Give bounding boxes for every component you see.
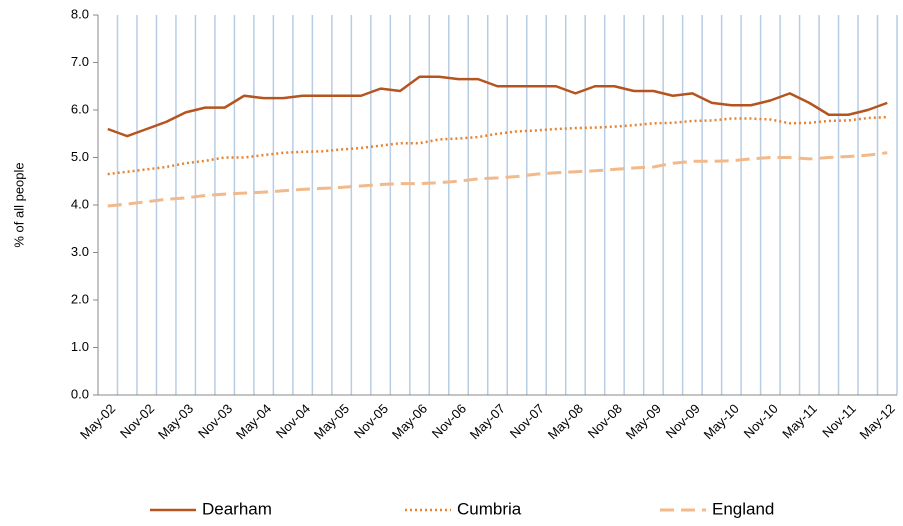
legend-label: Cumbria	[457, 499, 522, 518]
y-tick-label: 8.0	[71, 6, 89, 21]
x-tick-label: Nov-08	[585, 401, 625, 441]
x-tick-label: Nov-03	[195, 401, 235, 441]
y-tick-label: 3.0	[71, 244, 89, 259]
x-tick-label: Nov-07	[507, 401, 547, 441]
line-series	[107, 151, 888, 208]
x-tick-label: Nov-09	[663, 401, 703, 441]
x-tick-label: Nov-10	[741, 401, 781, 441]
x-tick-label: Nov-06	[429, 401, 469, 441]
x-tick-label: May-02	[77, 401, 118, 442]
x-tick-label: May-08	[545, 401, 586, 442]
x-tick-label: May-07	[467, 401, 508, 442]
y-tick-label: 7.0	[71, 54, 89, 69]
x-tick-label: May-09	[623, 401, 664, 442]
x-tick-label: May-06	[389, 401, 430, 442]
x-tick-label: May-11	[779, 401, 820, 442]
x-tick-label: May-03	[155, 401, 196, 442]
y-tick-label: 4.0	[71, 196, 89, 211]
line-series	[107, 115, 888, 176]
line-series	[107, 75, 888, 138]
y-tick-label: 0.0	[71, 386, 89, 401]
y-axis-label: % of all people	[11, 162, 26, 247]
x-tick-label: May-05	[311, 401, 352, 442]
x-tick-label: May-12	[857, 401, 898, 442]
y-tick-label: 1.0	[71, 339, 89, 354]
x-tick-label: Nov-04	[273, 401, 313, 441]
y-tick-label: 6.0	[71, 101, 89, 116]
legend-label: Dearham	[202, 499, 272, 518]
y-tick-label: 2.0	[71, 291, 89, 306]
x-tick-label: Nov-11	[819, 401, 859, 441]
x-tick-label: Nov-02	[117, 401, 157, 441]
x-tick-label: May-10	[701, 401, 742, 442]
x-tick-label: Nov-05	[351, 401, 391, 441]
legend-label: England	[712, 499, 774, 518]
x-tick-label: May-04	[233, 401, 274, 442]
y-tick-label: 5.0	[71, 149, 89, 164]
